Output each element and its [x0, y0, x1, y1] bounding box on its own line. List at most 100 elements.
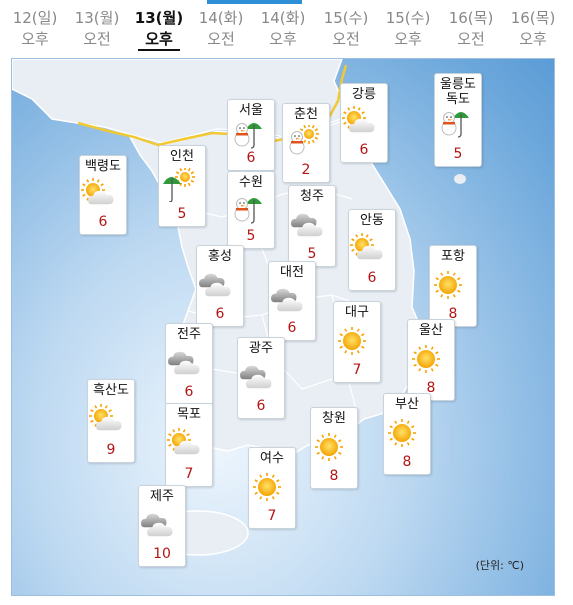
sun-icon — [430, 268, 476, 302]
snowman-umbrella-icon — [435, 106, 481, 140]
sun-cloud-icon — [349, 232, 395, 266]
city-temp: 6 — [246, 150, 256, 166]
city-name: 포항 — [441, 249, 465, 264]
tab-period: 오후 — [269, 30, 297, 48]
tab-8[interactable]: 16(목) 오후 — [502, 8, 564, 50]
tab-date: 13(월) — [134, 9, 184, 27]
tab-period: 오전 — [207, 30, 235, 48]
cloudy-icon — [238, 360, 284, 394]
city-temp: 6 — [215, 306, 225, 322]
city-name: 광주 — [249, 341, 273, 356]
city-temp: 8 — [448, 306, 458, 322]
city-name: 서울 — [239, 103, 263, 118]
city-card-19[interactable]: 부산 8 — [383, 393, 431, 475]
city-temp: 6 — [287, 320, 297, 336]
city-card-1[interactable]: 춘천 2 — [282, 103, 330, 183]
sun-icon — [334, 324, 380, 358]
city-card-0[interactable]: 서울 6 — [227, 99, 275, 171]
city-name: 안동 — [360, 213, 384, 228]
tab-period: 오후 — [394, 30, 422, 48]
tab-3[interactable]: 14(화) 오전 — [190, 8, 252, 50]
tab-date: 16(목) — [510, 9, 556, 27]
city-card-13[interactable]: 전주 6 — [165, 323, 213, 405]
sun-icon — [408, 342, 454, 376]
sun-cloud-icon — [80, 177, 126, 211]
city-temp: 8 — [329, 468, 339, 484]
tab-date: 13(월) — [74, 9, 120, 27]
city-temp: 6 — [367, 270, 377, 286]
city-name: 울산 — [419, 323, 443, 338]
city-name: 춘천 — [294, 107, 318, 122]
cloudy-icon — [166, 346, 212, 380]
city-card-7[interactable]: 청주 5 — [288, 185, 336, 267]
city-card-20[interactable]: 여수 7 — [248, 447, 296, 529]
city-name: 청주 — [300, 189, 324, 204]
cloudy-icon — [139, 508, 185, 542]
city-temp: 9 — [106, 442, 116, 458]
city-temp: 5 — [177, 206, 187, 222]
sun-icon — [249, 470, 295, 504]
tab-7[interactable]: 16(목) 오전 — [440, 8, 502, 50]
sun-cloud-icon — [341, 105, 387, 139]
city-name: 강릉 — [352, 87, 376, 102]
city-card-18[interactable]: 창원 8 — [310, 407, 358, 489]
city-name: 백령도 — [85, 159, 121, 174]
ulleung-island — [454, 174, 466, 184]
city-temp: 5 — [453, 146, 463, 162]
city-card-9[interactable]: 홍성 6 — [196, 245, 244, 327]
city-card-4[interactable]: 백령도 6 — [79, 155, 127, 235]
city-card-21[interactable]: 제주 10 — [138, 485, 186, 567]
city-name: 창원 — [322, 411, 346, 426]
tab-period: 오전 — [332, 30, 360, 48]
city-card-11[interactable]: 포항 8 — [429, 245, 477, 327]
weather-map: 서울 6 춘천 2 강릉 6 울릉도 독도 5 백령도 6 인천 5 수원 5 청주 5 안동 6 홍성 6 대전 6 포항 8… — [11, 58, 555, 596]
city-temp: 8 — [426, 380, 436, 396]
city-card-3[interactable]: 울릉도 독도 5 — [434, 73, 482, 167]
tab-2[interactable]: 13(월) 오후 — [128, 8, 190, 51]
tab-period: 오후 — [519, 30, 547, 48]
city-card-6[interactable]: 수원 5 — [227, 171, 275, 249]
city-card-17[interactable]: 목포 7 — [165, 403, 213, 487]
city-temp: 5 — [246, 228, 256, 244]
city-name: 제주 — [150, 489, 174, 504]
city-card-8[interactable]: 안동 6 — [348, 209, 396, 291]
tab-date: 16(목) — [448, 9, 494, 27]
tab-date: 14(화) — [260, 9, 306, 27]
sun-cloud-icon — [88, 403, 134, 437]
city-temp: 10 — [153, 546, 171, 562]
tab-0[interactable]: 12(일) 오후 — [4, 8, 66, 50]
city-card-5[interactable]: 인천 5 — [158, 145, 206, 227]
tab-period: 오후 — [138, 30, 180, 51]
city-name: 흑산도 — [93, 383, 129, 398]
city-name: 전주 — [177, 327, 201, 342]
city-name: 부산 — [395, 397, 419, 412]
city-card-14[interactable]: 광주 6 — [237, 337, 285, 419]
city-temp: 6 — [256, 398, 266, 414]
city-name: 홍성 — [208, 249, 232, 264]
tab-period: 오전 — [457, 30, 485, 48]
time-tabs: 12(일) 오후 13(월) 오전 13(월) 오후 14(화) 오전 14(화) 오후 15(수)… — [0, 8, 573, 58]
cloudy-icon — [269, 283, 315, 317]
city-card-2[interactable]: 강릉 6 — [340, 83, 388, 163]
city-name: 여수 — [260, 451, 284, 466]
city-temp: 7 — [352, 362, 362, 378]
tab-6[interactable]: 15(수) 오후 — [377, 8, 439, 50]
tab-date: 14(화) — [198, 9, 244, 27]
tab-period: 오전 — [83, 30, 111, 48]
sun-umbrella-icon — [159, 168, 205, 202]
city-card-10[interactable]: 대전 6 — [268, 261, 316, 341]
city-card-16[interactable]: 흑산도 9 — [87, 379, 135, 463]
tab-date: 15(수) — [385, 9, 431, 27]
city-temp: 6 — [184, 384, 194, 400]
tab-period: 오후 — [21, 30, 49, 48]
city-card-15[interactable]: 울산 8 — [407, 319, 455, 401]
tab-5[interactable]: 15(수) 오전 — [315, 8, 377, 50]
city-card-12[interactable]: 대구 7 — [333, 301, 381, 383]
city-temp: 7 — [184, 466, 194, 482]
city-name: 대구 — [345, 305, 369, 320]
tab-4[interactable]: 14(화) 오후 — [252, 8, 314, 50]
city-temp: 6 — [359, 142, 369, 158]
tab-1[interactable]: 13(월) 오전 — [66, 8, 128, 50]
tab-date: 12(일) — [12, 9, 58, 27]
city-temp: 6 — [98, 214, 108, 230]
